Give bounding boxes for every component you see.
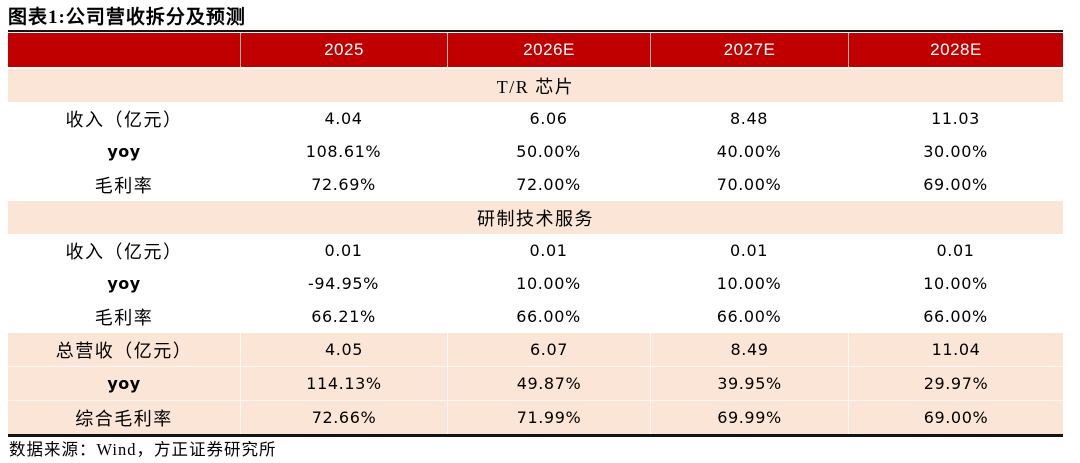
table-row: 收入（亿元） 0.01 0.01 0.01 0.01 — [8, 234, 1063, 267]
cell-value: 49.87% — [447, 366, 650, 400]
cell-value: 0.01 — [447, 234, 650, 267]
cell-value: 50.00% — [447, 135, 650, 168]
cell-value: 8.49 — [650, 333, 848, 366]
cell-value: 72.00% — [447, 168, 650, 201]
row-label: 收入（亿元） — [8, 102, 240, 135]
summary-row-gross-margin: 综合毛利率 72.66% 71.99% 69.99% 69.00% — [8, 400, 1063, 434]
cell-value: 10.00% — [650, 267, 848, 300]
cell-value: 69.99% — [650, 400, 848, 434]
cell-value: 8.48 — [650, 102, 848, 135]
cell-value: 6.06 — [447, 102, 650, 135]
cell-value: 72.66% — [240, 400, 447, 434]
revenue-forecast-table: 2025 2026E 2027E 2028E T/R 芯片 收入（亿元） 4.0… — [8, 30, 1063, 437]
row-label: 综合毛利率 — [8, 400, 240, 434]
column-header-blank — [8, 32, 240, 69]
cell-value: -94.95% — [240, 267, 447, 300]
section-header: 研制技术服务 — [8, 201, 1063, 234]
cell-value: 30.00% — [848, 135, 1063, 168]
cell-value: 0.01 — [848, 234, 1063, 267]
cell-value: 10.00% — [447, 267, 650, 300]
cell-value: 0.01 — [650, 234, 848, 267]
cell-value: 66.21% — [240, 300, 447, 333]
row-label: yoy — [8, 135, 240, 168]
row-label: yoy — [8, 366, 240, 400]
section-band-tr-chip: T/R 芯片 — [8, 69, 1063, 102]
cell-value: 108.61% — [240, 135, 447, 168]
cell-value: 29.97% — [848, 366, 1063, 400]
column-header-2026e: 2026E — [447, 32, 650, 69]
table-row: yoy -94.95% 10.00% 10.00% 10.00% — [8, 267, 1063, 300]
cell-value: 71.99% — [447, 400, 650, 434]
cell-value: 11.04 — [848, 333, 1063, 366]
column-header-2028e: 2028E — [848, 32, 1063, 69]
cell-value: 40.00% — [650, 135, 848, 168]
summary-row-yoy: yoy 114.13% 49.87% 39.95% 29.97% — [8, 366, 1063, 400]
data-source-note: 数据来源：Wind，方正证券研究所 — [9, 440, 277, 459]
cell-value: 66.00% — [650, 300, 848, 333]
cell-value: 0.01 — [240, 234, 447, 267]
table-row: yoy 108.61% 50.00% 40.00% 30.00% — [8, 135, 1063, 168]
cell-value: 4.05 — [240, 333, 447, 366]
table-row: 收入（亿元） 4.04 6.06 8.48 11.03 — [8, 102, 1063, 135]
cell-value: 6.07 — [447, 333, 650, 366]
summary-row-total-revenue: 总营收（亿元） 4.05 6.07 8.49 11.04 — [8, 333, 1063, 366]
cell-value: 69.00% — [848, 400, 1063, 434]
cell-value: 11.03 — [848, 102, 1063, 135]
cell-value: 66.00% — [848, 300, 1063, 333]
column-header-2027e: 2027E — [650, 32, 848, 69]
row-label: 毛利率 — [8, 168, 240, 201]
cell-value: 39.95% — [650, 366, 848, 400]
cell-value: 114.13% — [240, 366, 447, 400]
cell-value: 10.00% — [848, 267, 1063, 300]
row-label: 毛利率 — [8, 300, 240, 333]
section-header: T/R 芯片 — [8, 69, 1063, 102]
cell-value: 66.00% — [447, 300, 650, 333]
table-row: 毛利率 66.21% 66.00% 66.00% 66.00% — [8, 300, 1063, 333]
cell-value: 72.69% — [240, 168, 447, 201]
exhibit-title: 图表1:公司营收拆分及预测 — [8, 7, 246, 28]
cell-value: 69.00% — [848, 168, 1063, 201]
row-label: 总营收（亿元） — [8, 333, 240, 366]
cell-value: 70.00% — [650, 168, 848, 201]
row-label: yoy — [8, 267, 240, 300]
cell-value: 4.04 — [240, 102, 447, 135]
header-row: 2025 2026E 2027E 2028E — [8, 32, 1063, 69]
section-band-rd-service: 研制技术服务 — [8, 201, 1063, 234]
row-label: 收入（亿元） — [8, 234, 240, 267]
column-header-2025: 2025 — [240, 32, 447, 69]
table-row: 毛利率 72.69% 72.00% 70.00% 69.00% — [8, 168, 1063, 201]
